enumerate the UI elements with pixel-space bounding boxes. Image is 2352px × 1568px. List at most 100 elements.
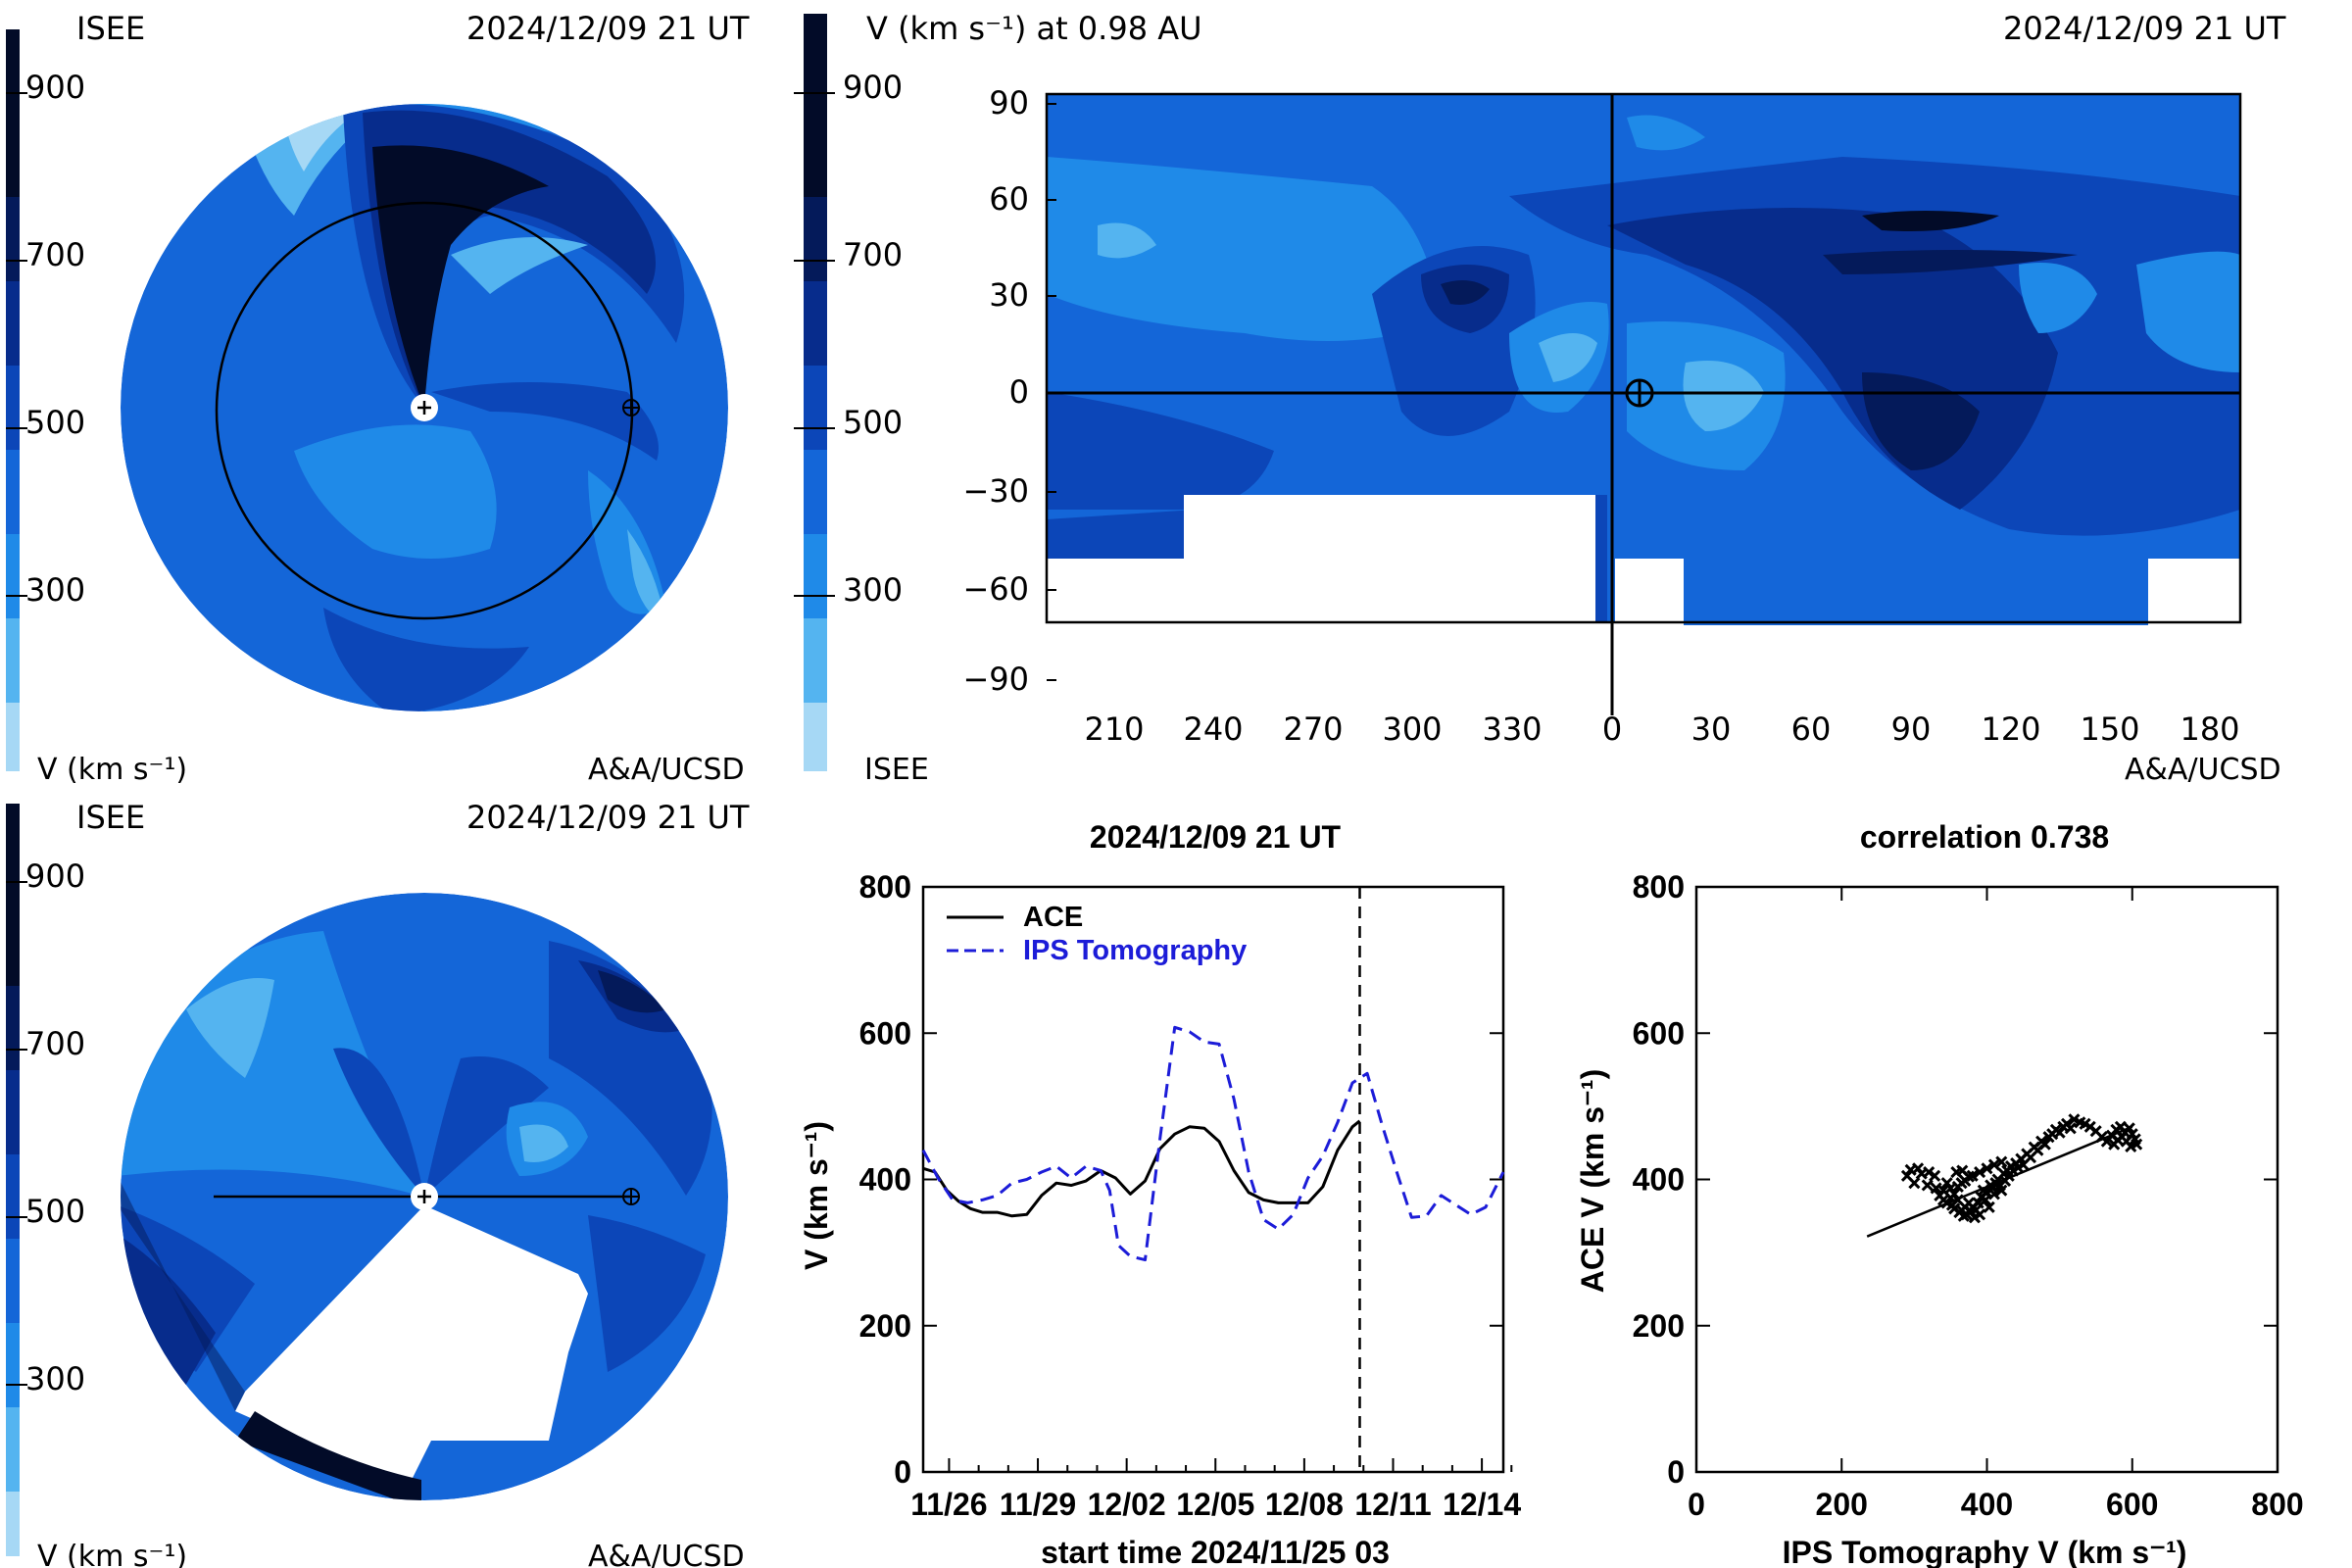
colorbar-unit-label: V (km s⁻¹) xyxy=(37,1540,187,1568)
scatter-point xyxy=(1948,1188,1961,1200)
no-data-region xyxy=(1047,559,1184,622)
map-y-tick-label: −30 xyxy=(962,472,1029,510)
y-tick-label: 800 xyxy=(859,869,911,905)
scatter-point xyxy=(2038,1138,2051,1151)
org-label: ISEE xyxy=(864,753,929,787)
map-y-tick-label: −60 xyxy=(962,570,1029,608)
no-data-region xyxy=(235,1205,588,1480)
contour-region xyxy=(588,1215,706,1372)
scatter-point xyxy=(1995,1155,2008,1168)
y-tick-label: 200 xyxy=(1633,1308,1685,1344)
x-tick-label: 12/11 xyxy=(1354,1487,1431,1522)
x-tick-label: 0 xyxy=(1688,1487,1705,1522)
colorbar-band xyxy=(6,1154,20,1239)
map-frame xyxy=(1045,92,2242,624)
time-series-title: 2024/12/09 21 UT xyxy=(1090,819,1342,855)
y-tick-label: 0 xyxy=(894,1454,911,1490)
sun-marker xyxy=(411,394,438,421)
colorbar-band xyxy=(6,197,20,281)
scatter-point xyxy=(2064,1122,2077,1135)
meridional-panel: 900 700 500 300 ISEE 2024/12/09 21 UT V … xyxy=(6,799,750,1568)
map-y-tick-label: 60 xyxy=(989,180,1029,218)
credit-label: A&A/UCSD xyxy=(588,1540,745,1568)
contour-region xyxy=(235,1411,421,1500)
contour-region xyxy=(519,1124,568,1162)
y-tick-label: 600 xyxy=(1633,1015,1685,1051)
colorbar-band xyxy=(6,1492,20,1556)
x-tick-label: 12/05 xyxy=(1176,1487,1254,1522)
ecliptic-panel: 900 700 500 300 ISEE 2024/12/09 21 UT V … xyxy=(6,10,750,787)
colorbar-band xyxy=(804,534,827,618)
contour-region xyxy=(2019,263,2097,333)
x-tick-label: 12/08 xyxy=(1265,1487,1344,1522)
map-x-tick-label: 270 xyxy=(1283,710,1343,748)
map-x-tick-label: 240 xyxy=(1183,710,1243,748)
colorbar-tick-label: 300 xyxy=(25,571,85,609)
contour-region xyxy=(121,1235,216,1401)
scatter-point xyxy=(1966,1169,1979,1182)
series-line-ace xyxy=(922,1119,1361,1218)
scatter-y-label: ACE V (km s⁻¹) xyxy=(1575,1069,1610,1293)
scatter-point xyxy=(1981,1162,1993,1175)
contour-region xyxy=(1627,115,1705,151)
map-title: V (km s⁻¹) at 0.98 AU xyxy=(866,10,1202,47)
colorbar-band xyxy=(6,1407,20,1492)
scatter-point xyxy=(1921,1179,1934,1192)
scatter-x-label: IPS Tomography V (km s⁻¹) xyxy=(1783,1535,2187,1568)
x-tick-label: 400 xyxy=(1961,1487,2013,1522)
scatter-y-axis: 0 200 400 600 800 xyxy=(1633,869,2278,1490)
colorbar-tick-label: 500 xyxy=(843,404,903,441)
scatter-point xyxy=(1972,1197,1984,1209)
synoptic-contour-map xyxy=(1047,94,2240,622)
time-series-lines xyxy=(921,1025,1505,1262)
time-series-y-label: V (km s⁻¹) xyxy=(799,1121,834,1270)
scatter-panel: correlation 0.738 IPS Tomography V (km s… xyxy=(1575,819,2304,1568)
y-tick-label: 400 xyxy=(1633,1162,1685,1198)
x-tick-label: 12/14 xyxy=(1443,1487,1521,1522)
scatter-frame xyxy=(1694,885,2279,1474)
contour-region xyxy=(1683,361,1764,431)
scatter-point xyxy=(1987,1188,2000,1200)
x-tick-label: 200 xyxy=(1816,1487,1868,1522)
contour-region xyxy=(1862,211,1999,231)
ecliptic-colorbar: 900 700 500 300 xyxy=(6,29,85,771)
credit-label: A&A/UCSD xyxy=(2125,753,2281,787)
scatter-point xyxy=(1995,1184,2008,1197)
colorbar-tick-label: 900 xyxy=(25,858,85,895)
time-series-x-label: start time 2024/11/25 03 xyxy=(1041,1535,1390,1568)
x-tick-label: 11/26 xyxy=(910,1487,987,1522)
colorbar-band xyxy=(6,1070,20,1154)
no-data-region xyxy=(1615,559,1684,622)
scatter-point xyxy=(1983,1200,1995,1213)
y-tick-label: 800 xyxy=(1633,869,1685,905)
scatter-title: correlation 0.738 xyxy=(1860,819,2109,855)
y-tick-label: 400 xyxy=(859,1162,911,1198)
x-tick-label: 600 xyxy=(2106,1487,2158,1522)
map-x-tick-label: 120 xyxy=(1981,710,2040,748)
synoptic-colorbar: 900 700 500 300 xyxy=(794,14,903,771)
time-series-frame xyxy=(921,885,1505,1474)
map-x-tick-label: 30 xyxy=(1691,710,1732,748)
colorbar-tick-label: 900 xyxy=(25,69,85,106)
legend-label-ace: ACE xyxy=(1023,902,1083,933)
time-series-legend: ACE IPS Tomography xyxy=(947,902,1247,966)
sun-marker xyxy=(411,1183,438,1210)
map-x-tick-label: 0 xyxy=(1602,710,1622,748)
synoptic-map-panel: 900 700 500 300 V (km s⁻¹) at 0.98 AU 20… xyxy=(794,10,2286,787)
scatter-point xyxy=(2108,1138,2121,1151)
legend-label-ips: IPS Tomography xyxy=(1023,935,1247,966)
meridional-colorbar: 900 700 500 300 xyxy=(6,804,85,1556)
colorbar-band xyxy=(6,703,20,771)
org-label: ISEE xyxy=(76,799,145,836)
colorbar-band xyxy=(804,197,827,281)
time-series-y-axis: 0 200 400 600 800 xyxy=(859,869,1503,1490)
contour-region xyxy=(1539,333,1597,382)
contour-region xyxy=(1441,280,1490,305)
contour-region xyxy=(333,1048,424,1197)
scatter-points xyxy=(1900,1113,2143,1224)
contour-region xyxy=(186,978,274,1078)
x-tick-label: 800 xyxy=(2251,1487,2303,1522)
contour-region xyxy=(1823,250,2078,274)
scatter-point xyxy=(1956,1164,1969,1177)
contour-region xyxy=(431,382,659,461)
